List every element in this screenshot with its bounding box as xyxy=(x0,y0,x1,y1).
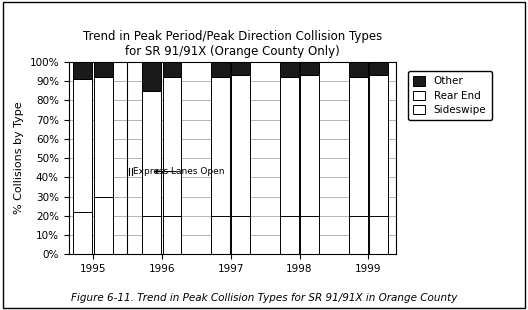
Text: Figure 6-11. Trend in Peak Collision Types for SR 91/91X in Orange County: Figure 6-11. Trend in Peak Collision Typ… xyxy=(71,293,457,303)
Title: Trend in Peak Period/Peak Direction Collision Types
for SR 91/91X (Orange County: Trend in Peak Period/Peak Direction Coll… xyxy=(83,30,382,58)
Bar xyxy=(369,75,388,254)
Bar xyxy=(231,75,250,254)
Text: Express Lanes Open: Express Lanes Open xyxy=(134,167,225,176)
Bar xyxy=(231,62,250,75)
Bar xyxy=(300,62,319,75)
Bar xyxy=(142,91,161,254)
Bar xyxy=(211,78,230,254)
Bar xyxy=(93,62,112,78)
Bar xyxy=(280,62,299,78)
Bar xyxy=(300,75,319,254)
Bar xyxy=(211,62,230,78)
Legend: Other, Rear End, Sideswipe: Other, Rear End, Sideswipe xyxy=(408,71,492,121)
Bar xyxy=(142,62,161,91)
Bar xyxy=(73,79,92,254)
Bar xyxy=(348,62,367,78)
Bar xyxy=(73,62,92,79)
Bar xyxy=(163,78,182,254)
Y-axis label: % Collisions by Type: % Collisions by Type xyxy=(14,102,24,215)
Bar xyxy=(93,78,112,254)
Bar xyxy=(348,78,367,254)
Bar xyxy=(163,62,182,78)
Bar xyxy=(280,78,299,254)
Bar xyxy=(369,62,388,75)
